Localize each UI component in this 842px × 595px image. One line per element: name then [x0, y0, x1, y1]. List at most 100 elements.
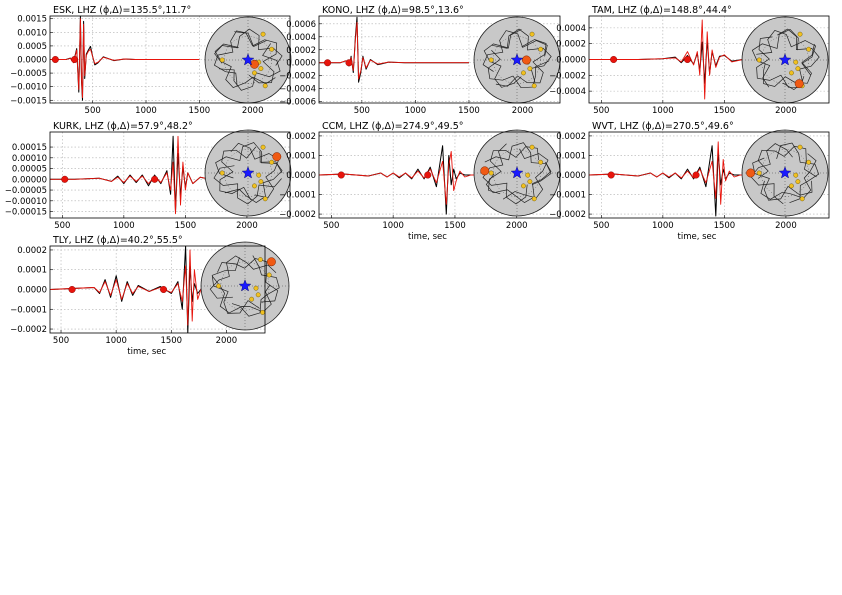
yellow-station-dot-icon — [488, 170, 494, 176]
coastline — [215, 142, 283, 179]
yellow-station-dot-icon — [249, 296, 255, 302]
yellow-station-dot-icon — [527, 66, 533, 72]
x-axis-label: time, sec — [408, 232, 447, 242]
panel-title: TAM, LHZ (ϕ,Δ)=148.8°,44.4° — [591, 5, 732, 16]
blue-star-icon — [510, 53, 524, 66]
synthetic-trace — [50, 135, 247, 215]
y-tick-label: 0.0000 — [556, 171, 586, 181]
yellow-station-dot-icon — [797, 144, 803, 150]
y-tick-label: 0.0000 — [556, 56, 586, 66]
axes-frame — [49, 245, 266, 334]
coastline — [213, 30, 267, 87]
phase-marker — [683, 56, 691, 64]
x-tick-label: 1500 — [444, 221, 466, 231]
x-tick-label: 500 — [593, 221, 609, 231]
blue-star-icon — [241, 53, 255, 66]
x-tick-label: 1500 — [189, 106, 211, 116]
yellow-station-dot-icon — [756, 57, 762, 63]
coastline — [756, 29, 817, 76]
panel-title: TLY, LHZ (ϕ,Δ)=40.2°,55.5° — [52, 235, 183, 246]
yellow-station-dot-icon — [269, 159, 275, 165]
yellow-station-dot-icon — [258, 179, 264, 185]
x-tick-label: 500 — [85, 106, 101, 116]
axes-frame — [318, 15, 561, 104]
y-tick-label: 0.0002 — [286, 132, 316, 142]
y-tick-label: −0.0001 — [279, 191, 316, 201]
yellow-station-dot-icon — [252, 70, 257, 76]
x-tick-label: 1000 — [135, 106, 157, 116]
y-tick-label: 0.0002 — [556, 132, 586, 142]
yellow-station-dot-icon — [525, 172, 531, 178]
seismogram-panel-3: 500 1000 1500 2000 0.000150.000100.000050.00… — [5, 121, 292, 231]
x-tick-label: 500 — [354, 106, 370, 116]
y-tick-label: 0.00005 — [12, 165, 47, 175]
x-tick-label: 2000 — [216, 336, 238, 346]
yellow-station-dot-icon — [756, 170, 762, 176]
blue-star-icon — [778, 166, 792, 179]
blue-star-icon — [510, 166, 524, 179]
orange-station-dot-icon — [266, 257, 276, 267]
synthetic-trace — [589, 141, 786, 205]
panel-title: ESK, LHZ (ϕ,Δ)=135.5°,11.7° — [53, 5, 191, 16]
yellow-station-dot-icon — [531, 83, 537, 89]
y-tick-label: 0.0002 — [17, 246, 47, 256]
yellow-station-dot-icon — [527, 179, 533, 185]
y-tick-label: 0.0001 — [556, 151, 586, 161]
y-tick-label: −0.0010 — [10, 83, 47, 93]
coastline — [219, 146, 257, 200]
yellow-station-dot-icon — [529, 31, 535, 37]
y-tick-label: 0.0006 — [286, 20, 316, 30]
phase-marker — [68, 286, 76, 294]
coastline — [487, 50, 549, 89]
orange-station-dot-icon — [272, 152, 282, 162]
y-tick-label: 0.0000 — [286, 59, 316, 69]
blue-star-icon — [241, 166, 255, 179]
coastline — [484, 142, 552, 186]
seismogram-panel-0: 500 1000 1500 2000 0.0015 0.0010 0.0005 0.0000 −… — [10, 5, 292, 116]
y-tick-label: 0.0015 — [17, 15, 47, 25]
y-tick-label: −0.0005 — [10, 69, 47, 79]
synthetic-trace — [50, 249, 227, 326]
orange-station-dot-icon — [480, 166, 490, 176]
y-tick-label: 0.0000 — [17, 286, 47, 296]
blue-star-icon — [238, 279, 252, 292]
x-tick-label: 1500 — [160, 336, 182, 346]
blue-star-icon — [778, 53, 792, 66]
orange-station-dot-icon — [522, 55, 531, 65]
phase-marker — [607, 171, 615, 179]
y-tick-label: 0.0002 — [556, 40, 586, 50]
phase-marker — [337, 171, 345, 179]
yellow-station-dot-icon — [521, 70, 526, 76]
coastline — [757, 145, 817, 179]
y-tick-label: −0.00005 — [5, 186, 47, 196]
coastline — [776, 142, 820, 204]
yellow-station-dot-icon — [529, 144, 535, 150]
phase-marker — [160, 286, 168, 294]
x-tick-label: 500 — [53, 336, 69, 346]
y-tick-label: −0.0004 — [549, 87, 586, 97]
phase-marker — [51, 56, 59, 64]
orange-station-dot-icon — [794, 79, 804, 89]
yellow-station-dot-icon — [216, 283, 222, 289]
phase-marker — [692, 171, 700, 179]
coastline — [214, 43, 276, 89]
y-tick-label: 0.0000 — [17, 56, 47, 66]
y-tick-label: 0.0001 — [286, 151, 316, 161]
axes-frame — [49, 15, 291, 104]
globe-inset — [204, 16, 292, 104]
yellow-station-dot-icon — [262, 196, 268, 202]
y-tick-label: 0.0004 — [286, 33, 316, 43]
y-tick-label: 0.0000 — [286, 171, 316, 181]
x-tick-label: 500 — [593, 106, 609, 116]
y-tick-label: 0.0001 — [17, 266, 47, 276]
coastline — [495, 39, 547, 87]
phase-marker — [424, 171, 432, 179]
x-tick-label: 2000 — [242, 106, 264, 116]
panel-title: KURK, LHZ (ϕ,Δ)=57.9°,48.2° — [53, 121, 193, 132]
yellow-station-dot-icon — [797, 31, 803, 37]
yellow-station-dot-icon — [219, 57, 225, 63]
phase-marker — [71, 56, 79, 64]
x-tick-label: 2000 — [775, 221, 797, 231]
synthetic-trace — [589, 19, 786, 100]
yellow-station-dot-icon — [789, 70, 794, 76]
